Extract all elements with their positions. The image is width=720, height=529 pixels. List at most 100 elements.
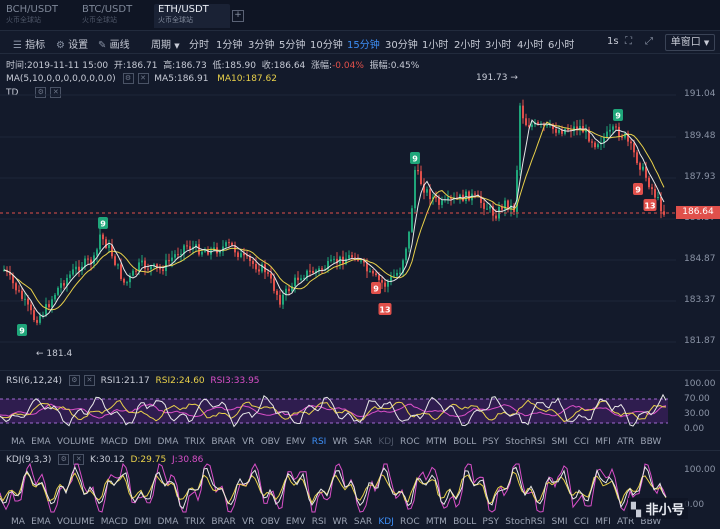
candle-body — [432, 197, 434, 200]
add-tab-button[interactable]: + — [232, 10, 244, 22]
tab-btc-usdt[interactable]: BTC/USDT 火币全球站 — [82, 4, 148, 28]
settings-icon[interactable]: ⚙ — [35, 87, 47, 98]
indicator-option-mfi[interactable]: MFI — [595, 517, 611, 527]
candle-body — [393, 275, 395, 277]
rsi-legend: RSI(6,12,24) ⚙ ✕ RSI1:21.17 RSI2:24.60 RS… — [6, 375, 260, 386]
interval-3[interactable]: 5分钟 — [279, 40, 306, 51]
indicator-option-bbw[interactable]: BBW — [640, 517, 662, 527]
indicator-option-volume[interactable]: VOLUME — [56, 517, 95, 527]
indicator-option-dma[interactable]: DMA — [157, 437, 179, 447]
settings-button[interactable]: ⚙ 设置 — [56, 36, 88, 51]
candle-body — [42, 314, 44, 316]
indicator-option-trix[interactable]: TRIX — [184, 517, 206, 527]
interval-11[interactable]: 6小时 — [548, 40, 575, 51]
indicator-option-boll[interactable]: BOLL — [453, 517, 477, 527]
indicator-option-ema[interactable]: EMA — [31, 517, 51, 527]
tab-bch-usdt[interactable]: BCH/USDT 火币全球站 — [6, 4, 72, 28]
indicator-option-stochrsi[interactable]: StochRSI — [505, 437, 546, 447]
settings-icon[interactable]: ⚙ — [122, 73, 134, 84]
indicator-option-volume[interactable]: VOLUME — [56, 437, 95, 447]
candle-body — [87, 258, 89, 260]
indicator-option-wr[interactable]: WR — [332, 437, 348, 447]
indicator-option-dma[interactable]: DMA — [157, 517, 179, 527]
interval-1[interactable]: 1分钟 — [216, 40, 243, 51]
settings-icon[interactable]: ⚙ — [68, 375, 80, 386]
indicator-option-ma[interactable]: MA — [11, 437, 25, 447]
refresh-rate[interactable]: 1s — [607, 36, 619, 47]
high-value: 186.73 — [175, 61, 207, 71]
indicator-option-bbw[interactable]: BBW — [640, 437, 662, 447]
interval-0[interactable]: 分时 — [189, 40, 209, 51]
indicator-option-emv[interactable]: EMV — [285, 517, 306, 527]
interval-7[interactable]: 1小时 — [422, 40, 449, 51]
indicator-option-kdj[interactable]: KDJ — [378, 517, 394, 527]
rsi-chart — [0, 393, 668, 428]
interval-2[interactable]: 3分钟 — [248, 40, 275, 51]
indicator-option-mfi[interactable]: MFI — [595, 437, 611, 447]
interval-9[interactable]: 3小时 — [485, 40, 512, 51]
tab-eth-usdt[interactable]: ETH/USDT 火币全球站 — [154, 4, 230, 28]
indicator-option-mtm[interactable]: MTM — [425, 437, 447, 447]
indicator-option-boll[interactable]: BOLL — [453, 437, 477, 447]
indicator-option-ema[interactable]: EMA — [31, 437, 51, 447]
candle-body — [330, 259, 332, 262]
indicator-option-atr[interactable]: ATR — [617, 517, 635, 527]
interval-8[interactable]: 2小时 — [454, 40, 481, 51]
indicator-option-smi[interactable]: SMI — [551, 517, 568, 527]
candle-body — [384, 282, 386, 287]
indicator-option-dmi[interactable]: DMI — [133, 517, 152, 527]
indicator-option-cci[interactable]: CCI — [573, 437, 590, 447]
caret-down-icon: ▼ — [703, 39, 710, 47]
candle-body — [528, 125, 530, 127]
indicator-option-cci[interactable]: CCI — [573, 517, 590, 527]
window-mode-select[interactable]: 单窗口 ▼ — [665, 34, 715, 51]
candle-body — [213, 247, 215, 249]
indicator-button[interactable]: ☰ 指标 — [13, 36, 45, 51]
indicator-option-stochrsi[interactable]: StochRSI — [505, 517, 546, 527]
interval-5-active[interactable]: 15分钟 — [347, 40, 380, 51]
fullscreen-icon[interactable]: ⛶ — [625, 36, 632, 47]
indicator-option-brar[interactable]: BRAR — [211, 437, 236, 447]
close-icon[interactable]: ✕ — [137, 73, 149, 84]
indicator-option-rsi[interactable]: RSI — [311, 517, 327, 527]
high-annotation-value: 191.73 — [476, 73, 508, 83]
indicator-option-atr[interactable]: ATR — [617, 437, 635, 447]
indicator-option-vr[interactable]: VR — [241, 517, 255, 527]
indicator-option-brar[interactable]: BRAR — [211, 517, 236, 527]
draw-button[interactable]: ✎ 画线 — [98, 36, 130, 51]
indicator-option-roc[interactable]: ROC — [400, 437, 420, 447]
window-mode-label: 单窗口 — [670, 37, 701, 48]
close-icon[interactable]: ✕ — [50, 87, 62, 98]
period-dropdown[interactable]: 周期 ▼ — [151, 36, 180, 51]
indicator-option-roc[interactable]: ROC — [400, 517, 420, 527]
screenshot-icon[interactable]: ⤢ — [645, 36, 653, 47]
interval-10[interactable]: 4小时 — [517, 40, 544, 51]
indicator-option-kdj[interactable]: KDJ — [378, 437, 394, 447]
indicator-option-rsi[interactable]: RSI — [311, 437, 327, 447]
interval-4[interactable]: 10分钟 — [310, 40, 343, 51]
indicator-option-ma[interactable]: MA — [11, 517, 25, 527]
indicator-option-psy[interactable]: PSY — [482, 517, 500, 527]
indicator-option-vr[interactable]: VR — [241, 437, 255, 447]
kdj-tick: 100.00 — [684, 465, 716, 475]
indicator-option-mtm[interactable]: MTM — [425, 517, 447, 527]
indicator-option-dmi[interactable]: DMI — [133, 437, 152, 447]
indicator-selector-bar: MA EMA VOLUME MACD DMI DMA TRIX BRAR VR OBV EMV RSI… — [11, 517, 668, 527]
candle-body — [312, 270, 314, 273]
indicator-option-sar[interactable]: SAR — [353, 517, 373, 527]
indicator-option-psy[interactable]: PSY — [482, 437, 500, 447]
indicator-option-macd[interactable]: MACD — [100, 517, 128, 527]
indicator-option-sar[interactable]: SAR — [353, 437, 373, 447]
indicator-option-macd[interactable]: MACD — [100, 437, 128, 447]
settings-icon[interactable]: ⚙ — [58, 454, 70, 465]
indicator-option-smi[interactable]: SMI — [551, 437, 568, 447]
interval-6[interactable]: 30分钟 — [385, 40, 418, 51]
candle-body — [225, 242, 227, 247]
indicator-option-obv[interactable]: OBV — [260, 517, 280, 527]
indicator-option-trix[interactable]: TRIX — [184, 437, 206, 447]
indicator-option-wr[interactable]: WR — [332, 517, 348, 527]
candle-body — [327, 261, 329, 270]
indicator-option-emv[interactable]: EMV — [285, 437, 306, 447]
indicator-option-obv[interactable]: OBV — [260, 437, 280, 447]
